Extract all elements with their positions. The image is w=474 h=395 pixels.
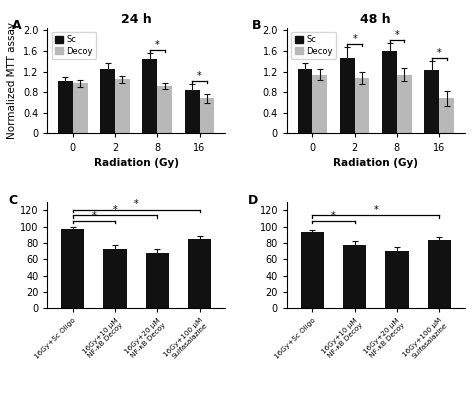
- Bar: [200, 98, 214, 134]
- Y-axis label: Normalized MTT assay: Normalized MTT assay: [8, 22, 18, 139]
- Bar: [397, 75, 412, 134]
- Text: *: *: [113, 205, 118, 215]
- Bar: [439, 98, 454, 134]
- Bar: [103, 249, 127, 308]
- Bar: [301, 232, 324, 308]
- Bar: [73, 83, 88, 134]
- Text: *: *: [374, 205, 378, 215]
- Bar: [100, 69, 115, 134]
- Bar: [382, 51, 397, 134]
- Text: *: *: [91, 211, 96, 220]
- Title: 24 h: 24 h: [121, 13, 152, 26]
- Text: *: *: [352, 34, 357, 44]
- Text: A: A: [12, 19, 21, 32]
- Text: *: *: [197, 71, 202, 81]
- Text: *: *: [394, 30, 399, 40]
- Title: 48 h: 48 h: [360, 13, 391, 26]
- Text: *: *: [437, 47, 442, 58]
- Bar: [185, 90, 200, 134]
- Text: B: B: [252, 19, 261, 32]
- Bar: [58, 81, 73, 134]
- Legend: Sc, Decoy: Sc, Decoy: [52, 32, 96, 59]
- Bar: [157, 86, 172, 134]
- Bar: [143, 58, 157, 134]
- Bar: [428, 240, 451, 308]
- Bar: [298, 69, 312, 134]
- Legend: Sc, Decoy: Sc, Decoy: [291, 32, 336, 59]
- Bar: [61, 229, 84, 308]
- Bar: [340, 58, 355, 134]
- Bar: [385, 251, 409, 308]
- X-axis label: Radiation (Gy): Radiation (Gy): [94, 158, 179, 168]
- Bar: [146, 253, 169, 308]
- Bar: [188, 239, 211, 308]
- Text: *: *: [134, 199, 138, 209]
- Bar: [355, 78, 369, 134]
- Bar: [424, 70, 439, 134]
- Bar: [115, 79, 130, 134]
- Text: *: *: [331, 211, 336, 220]
- Text: D: D: [248, 194, 258, 207]
- Text: C: C: [9, 194, 18, 207]
- Bar: [343, 245, 366, 308]
- X-axis label: Radiation (Gy): Radiation (Gy): [333, 158, 418, 168]
- Text: *: *: [155, 40, 160, 50]
- Bar: [312, 75, 327, 134]
